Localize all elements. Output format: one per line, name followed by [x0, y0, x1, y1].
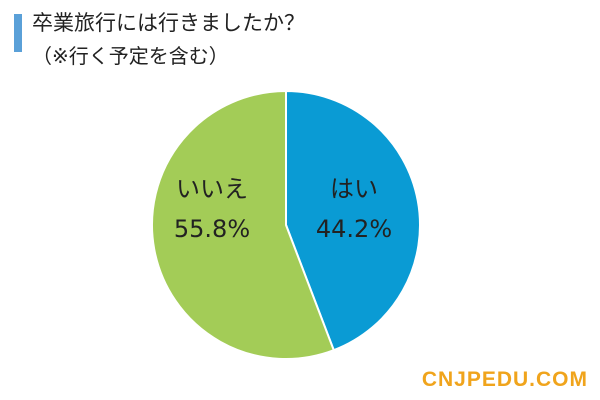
watermark-logo: CNJPEDU.COM — [421, 368, 588, 391]
chart-subtitle: （※行く予定を含む） — [32, 44, 229, 68]
slice-value-yes: 44.2% — [316, 215, 392, 243]
pie-slice-yes — [285, 89, 421, 352]
slice-label-no: いいえ — [176, 175, 248, 203]
slice-value-no: 55.8% — [174, 215, 250, 243]
title-accent-bar — [14, 14, 22, 52]
chart-title: 卒業旅行には行きましたか？ — [32, 11, 305, 35]
pie-slice-no — [151, 89, 336, 360]
slice-label-yes: はい — [330, 175, 378, 203]
